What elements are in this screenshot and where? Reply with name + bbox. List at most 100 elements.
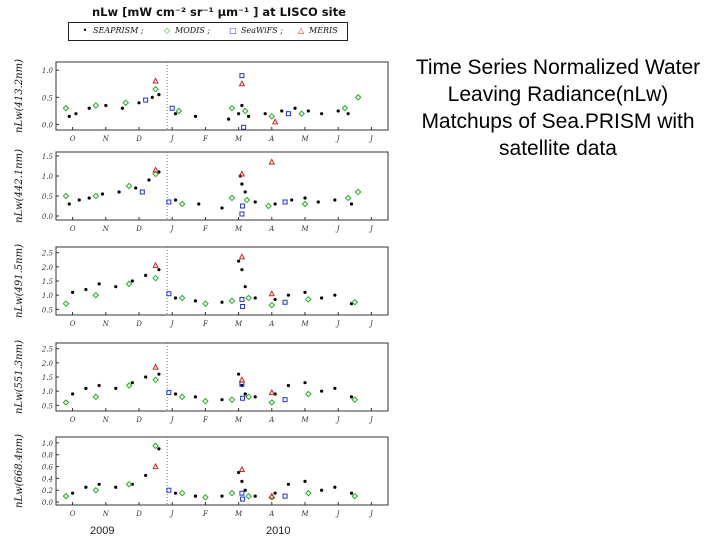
legend-item-modis: ◇ MODIS ; xyxy=(161,26,210,35)
modis-point xyxy=(92,291,100,299)
modis-point xyxy=(202,397,209,405)
y-tick-label: 1.0 xyxy=(42,67,54,75)
seaprism-point xyxy=(114,386,118,390)
month-label: N xyxy=(102,135,110,143)
seaprism-point xyxy=(197,202,201,206)
modis-point xyxy=(92,192,100,200)
seaprism-point xyxy=(286,383,290,388)
month-label: M xyxy=(300,320,309,328)
modis-point xyxy=(305,390,312,398)
seawifs-point xyxy=(239,490,245,496)
month-label: M xyxy=(300,416,309,424)
y-tick-label: 1.0 xyxy=(42,292,54,300)
seaprism-point xyxy=(157,447,161,451)
meris-point xyxy=(152,261,159,268)
y-tick-label: 0.5 xyxy=(42,94,54,102)
month-label: N xyxy=(102,320,110,328)
modis-point xyxy=(125,480,133,488)
year-label-2009: 2009 xyxy=(90,525,115,537)
seaprism-point xyxy=(130,279,134,283)
y-tick-label: 1.0 xyxy=(42,440,54,448)
modis-point xyxy=(178,294,186,302)
seaprism-point xyxy=(227,117,231,121)
modis-point xyxy=(341,104,349,112)
month-label: M xyxy=(234,320,243,328)
seaprism-point xyxy=(193,494,198,498)
month-label: F xyxy=(202,416,209,424)
seaprism-point xyxy=(293,106,297,110)
modis-point xyxy=(305,489,312,497)
month-label: M xyxy=(300,510,309,518)
seaprism-point xyxy=(84,485,88,489)
seaprism-point xyxy=(100,192,105,196)
seaprism-point xyxy=(306,109,310,113)
y-axis-label: nLw(491.5nm) xyxy=(14,244,25,318)
modis-point xyxy=(354,94,362,101)
seaprism-point xyxy=(263,112,267,116)
y-tick-label: 0.0 xyxy=(42,213,54,221)
modis-point xyxy=(62,399,70,406)
month-label: J xyxy=(335,416,341,424)
seaprism-point xyxy=(134,186,138,190)
meris-point xyxy=(152,77,159,84)
seawifs-point xyxy=(240,304,246,309)
month-label: A xyxy=(268,225,274,233)
seaprism-point xyxy=(320,488,324,492)
meris-point xyxy=(238,170,246,177)
modis-point xyxy=(125,280,133,288)
seawifs-point xyxy=(239,296,245,302)
meris-point xyxy=(268,492,276,499)
seaprism-point xyxy=(316,200,320,204)
seaprism-point xyxy=(237,372,241,376)
seaprism-point xyxy=(157,372,161,376)
seaprism-point xyxy=(220,300,224,304)
modis-point xyxy=(92,486,100,494)
modis-point xyxy=(228,194,236,202)
seaprism-point xyxy=(240,182,244,186)
seawifs-point xyxy=(240,395,246,401)
seaprism-point xyxy=(104,103,108,108)
seawifs-point xyxy=(166,487,172,493)
modis-point xyxy=(62,192,70,200)
seaprism-point xyxy=(243,190,247,194)
month-label: O xyxy=(70,416,76,424)
seaprism-point xyxy=(173,491,178,495)
y-tick-label: 0.0 xyxy=(42,499,54,507)
seaprism-point xyxy=(157,268,161,272)
modis-point xyxy=(202,494,209,501)
seawifs-point xyxy=(166,390,172,396)
month-label: F xyxy=(202,320,209,328)
month-label: A xyxy=(268,510,274,518)
modis-point xyxy=(298,110,305,117)
modis-point xyxy=(62,300,70,307)
y-tick-label: 1.5 xyxy=(42,278,54,286)
seaprism-point xyxy=(67,202,71,206)
panel-frame xyxy=(55,151,389,221)
seaprism-point xyxy=(280,109,284,113)
seaprism-point xyxy=(336,109,340,113)
modis-point xyxy=(152,274,159,282)
seaprism-point xyxy=(173,198,178,202)
seaprism-point xyxy=(173,112,178,116)
seaprism-point xyxy=(320,389,324,393)
y-tick-label: 0.5 xyxy=(42,306,54,314)
meris-point xyxy=(238,80,246,87)
y-tick-label: 2.5 xyxy=(41,346,54,354)
month-label: D xyxy=(135,510,142,518)
modis-point xyxy=(228,489,236,497)
y-tick-label: 0.5 xyxy=(42,402,54,410)
month-label: J xyxy=(169,320,175,328)
meris-point xyxy=(268,158,276,165)
month-label: D xyxy=(135,135,142,143)
month-label: A xyxy=(268,416,274,424)
seaprism-point xyxy=(273,297,277,302)
seaprism-point xyxy=(77,198,81,202)
month-label: M xyxy=(234,225,243,233)
month-label: J xyxy=(169,135,175,143)
legend-label: SeaWiFS ; xyxy=(241,26,283,35)
month-label: O xyxy=(70,510,76,518)
seaprism-point xyxy=(286,482,290,486)
y-tick-label: 2.5 xyxy=(41,250,54,258)
modis-point xyxy=(92,393,100,401)
seaprism-point xyxy=(246,114,251,118)
